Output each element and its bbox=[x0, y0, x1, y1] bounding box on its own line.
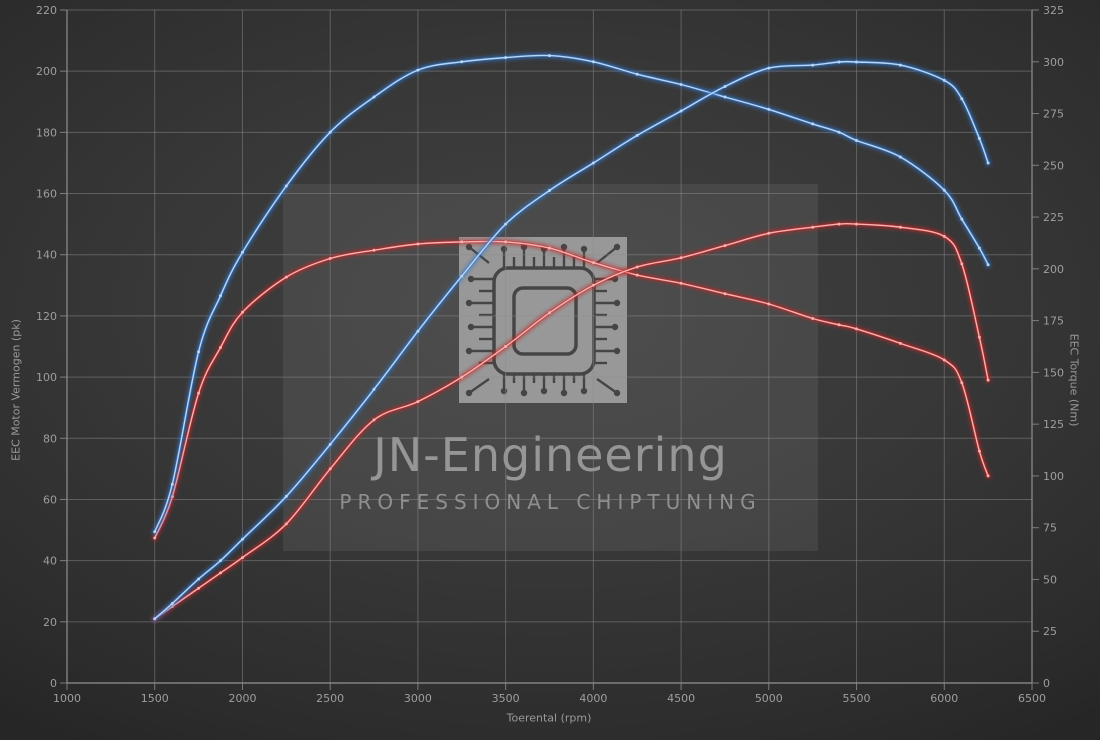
power-blue-curve bbox=[149, 56, 994, 625]
svg-text:6000: 6000 bbox=[930, 692, 958, 705]
y-axis-left-title: EEC Motor Vermogen (pk) bbox=[9, 319, 23, 461]
svg-text:5000: 5000 bbox=[755, 692, 783, 705]
svg-text:225: 225 bbox=[1043, 211, 1064, 224]
svg-text:100: 100 bbox=[36, 371, 57, 384]
svg-text:60: 60 bbox=[43, 493, 57, 506]
svg-text:220: 220 bbox=[36, 4, 57, 17]
power-red-curve bbox=[149, 218, 994, 625]
y-axis-right-title: EEC Torque (Nm) bbox=[1067, 333, 1081, 427]
svg-text:0: 0 bbox=[1043, 677, 1050, 690]
svg-text:75: 75 bbox=[1043, 522, 1057, 535]
svg-text:80: 80 bbox=[43, 432, 57, 445]
watermark-title: JN-Engineering bbox=[373, 428, 728, 482]
svg-text:4500: 4500 bbox=[667, 692, 695, 705]
svg-text:4000: 4000 bbox=[579, 692, 607, 705]
svg-text:140: 140 bbox=[36, 249, 57, 262]
svg-text:40: 40 bbox=[43, 555, 57, 568]
svg-text:275: 275 bbox=[1043, 108, 1064, 121]
svg-text:175: 175 bbox=[1043, 315, 1064, 328]
svg-text:2500: 2500 bbox=[316, 692, 344, 705]
svg-text:120: 120 bbox=[36, 310, 57, 323]
svg-text:25: 25 bbox=[1043, 625, 1057, 638]
svg-text:5500: 5500 bbox=[843, 692, 871, 705]
torque-blue-curve bbox=[149, 49, 994, 538]
svg-text:100: 100 bbox=[1043, 470, 1064, 483]
svg-text:0: 0 bbox=[50, 677, 57, 690]
svg-text:325: 325 bbox=[1043, 4, 1064, 17]
svg-text:6500: 6500 bbox=[1018, 692, 1046, 705]
svg-text:200: 200 bbox=[1043, 263, 1064, 276]
svg-text:2000: 2000 bbox=[228, 692, 256, 705]
svg-text:250: 250 bbox=[1043, 159, 1064, 172]
svg-text:1500: 1500 bbox=[141, 692, 169, 705]
svg-text:200: 200 bbox=[36, 65, 57, 78]
svg-text:1000: 1000 bbox=[53, 692, 81, 705]
watermark-subtitle: Professional Chiptuning bbox=[339, 490, 762, 514]
svg-text:125: 125 bbox=[1043, 418, 1064, 431]
x-axis-title: Toerental (rpm) bbox=[506, 711, 592, 725]
svg-text:160: 160 bbox=[36, 188, 57, 201]
svg-text:150: 150 bbox=[1043, 366, 1064, 379]
svg-text:3500: 3500 bbox=[492, 692, 520, 705]
svg-text:300: 300 bbox=[1043, 56, 1064, 69]
svg-text:20: 20 bbox=[43, 616, 57, 629]
svg-text:180: 180 bbox=[36, 126, 57, 139]
svg-text:3000: 3000 bbox=[404, 692, 432, 705]
torque-red-curve bbox=[149, 235, 994, 544]
svg-text:50: 50 bbox=[1043, 573, 1057, 586]
